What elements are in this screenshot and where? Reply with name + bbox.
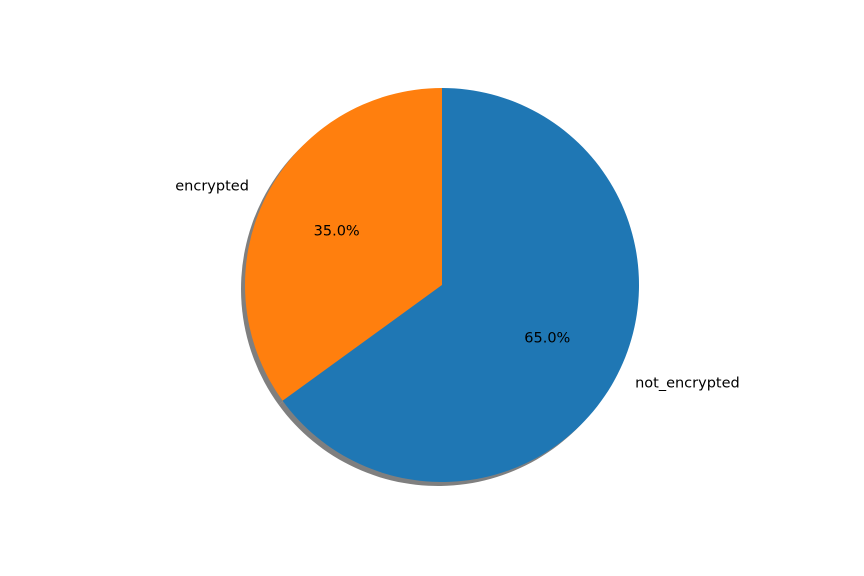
pie-labels: encrypted 35.0% not_encrypted 65.0% (175, 179, 739, 392)
pie-label-not-encrypted: not_encrypted (635, 375, 740, 391)
pie-slice-encrypted (244, 88, 442, 401)
pie-pct-label-encrypted: 35.0% (314, 223, 360, 239)
pie-slice-not-encrypted (282, 88, 639, 483)
pie-label-encrypted: encrypted (175, 179, 249, 195)
pie-pct-label-not-encrypted: 65.0% (524, 331, 570, 347)
pie-slices (244, 88, 639, 483)
